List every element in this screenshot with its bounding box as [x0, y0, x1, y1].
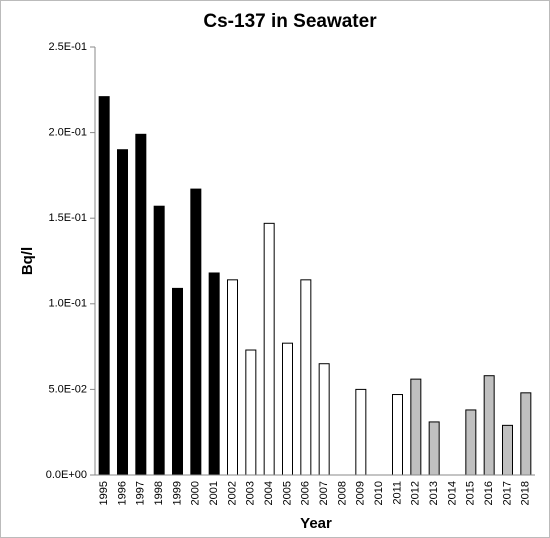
bar — [502, 424, 513, 476]
bar — [282, 342, 293, 476]
bar — [135, 133, 147, 476]
x-tick-label: 2000 — [190, 481, 202, 505]
bar — [208, 272, 220, 476]
y-tick-label: 0.0E+00 — [46, 469, 87, 481]
bar — [263, 222, 275, 476]
x-tick-label: 1995 — [98, 481, 110, 505]
x-tick-label: 2007 — [318, 481, 330, 505]
y-tick-label: 1.5E-01 — [48, 212, 87, 224]
x-tick-label: 2015 — [465, 481, 477, 505]
x-tick-label: 2018 — [520, 481, 532, 505]
y-tick-label: 2.5E-01 — [48, 41, 87, 53]
x-tick-label: 2005 — [281, 481, 293, 505]
chart-title: Cs-137 in Seawater — [203, 11, 377, 32]
bar — [300, 279, 312, 476]
x-tick-label: 2013 — [428, 481, 440, 505]
bar — [318, 363, 330, 476]
x-tick-label: 2011 — [391, 481, 403, 505]
y-tick-label: 2.0E-01 — [48, 127, 87, 139]
bar — [355, 388, 367, 476]
bar — [227, 279, 238, 476]
bar — [520, 392, 532, 476]
x-tick-label: 2004 — [263, 481, 275, 505]
x-tick-label: 2006 — [300, 481, 312, 505]
x-tick-label: 1998 — [153, 481, 165, 505]
bar — [190, 188, 202, 476]
bar — [392, 394, 403, 476]
x-tick-label: 1996 — [116, 481, 128, 505]
bar — [428, 421, 440, 476]
x-tick-label: 2012 — [410, 481, 422, 505]
bar — [465, 409, 477, 476]
bar — [483, 375, 495, 476]
y-tick-label: 5.0E-02 — [48, 383, 87, 395]
x-tick-label: 2001 — [208, 481, 220, 505]
x-tick-label: 2014 — [446, 481, 458, 505]
x-tick-label: 2010 — [373, 481, 385, 505]
bar — [410, 378, 422, 476]
x-tick-label: 2017 — [501, 481, 513, 505]
x-tick-label: 2008 — [336, 481, 348, 505]
x-tick-label: 2003 — [245, 481, 257, 505]
bar — [245, 349, 257, 476]
x-tick-label: 1999 — [171, 481, 183, 505]
y-axis-title: Bq/l — [19, 247, 36, 275]
x-tick-label: 2009 — [355, 481, 367, 505]
bar — [98, 96, 110, 476]
x-tick-label: 1997 — [135, 481, 147, 505]
bar — [117, 149, 128, 476]
x-axis-title: Year — [300, 515, 332, 532]
x-tick-label: 2002 — [226, 481, 238, 505]
bar — [172, 287, 183, 476]
x-tick-label: 2016 — [483, 481, 495, 505]
bar — [153, 205, 165, 476]
y-tick-label: 1.0E-01 — [48, 298, 87, 310]
